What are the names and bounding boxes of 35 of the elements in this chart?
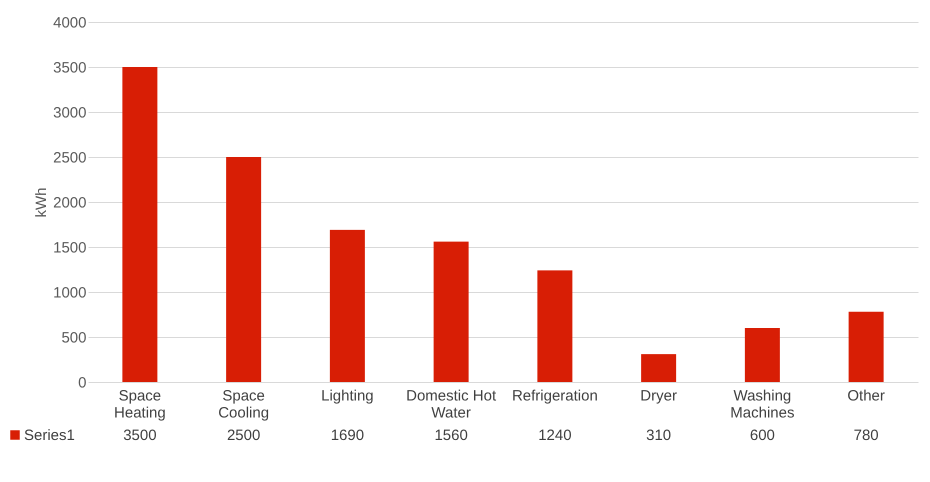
x-tick-label: Lighting — [321, 388, 374, 404]
x-tick-label: Refrigeration — [512, 388, 598, 404]
x-tick-label: Domestic Hot Water — [406, 388, 497, 422]
y-tick-label: 4000 — [53, 14, 86, 32]
x-tick-label: Other — [847, 388, 885, 404]
y-tick-label: 2000 — [53, 194, 86, 212]
bar — [848, 312, 884, 382]
data-label: 600 — [750, 427, 775, 444]
legend-label: Series1 — [24, 427, 75, 444]
y-tick-label: 500 — [61, 330, 86, 346]
data-label: 1690 — [330, 427, 364, 444]
y-tick-label: 3000 — [53, 104, 86, 122]
y-tick-label: 3500 — [53, 60, 86, 76]
x-tick-label: Space Heating — [114, 388, 166, 422]
y-tick-label: 0 — [78, 374, 86, 392]
y-tick-label: 2500 — [53, 150, 86, 166]
data-label: 310 — [646, 427, 672, 444]
bar — [226, 157, 262, 382]
bar — [641, 354, 676, 382]
bar — [330, 230, 365, 382]
x-tick-label: Dryer — [640, 388, 677, 404]
bar — [744, 328, 780, 382]
data-label: 3500 — [123, 427, 157, 444]
y-tick-label: 1000 — [53, 284, 86, 302]
bar — [122, 67, 158, 382]
x-tick-label: Washing Machines — [730, 388, 794, 422]
bar — [434, 242, 469, 382]
bar — [537, 270, 572, 382]
y-axis-title: kWh — [33, 188, 50, 218]
data-label: 2500 — [226, 427, 260, 444]
x-tick-label: Space Cooling — [218, 388, 270, 422]
data-label: 780 — [854, 427, 879, 444]
data-label: 1560 — [434, 427, 468, 444]
y-tick-label: 1500 — [53, 240, 86, 256]
data-label: 1240 — [538, 427, 572, 444]
